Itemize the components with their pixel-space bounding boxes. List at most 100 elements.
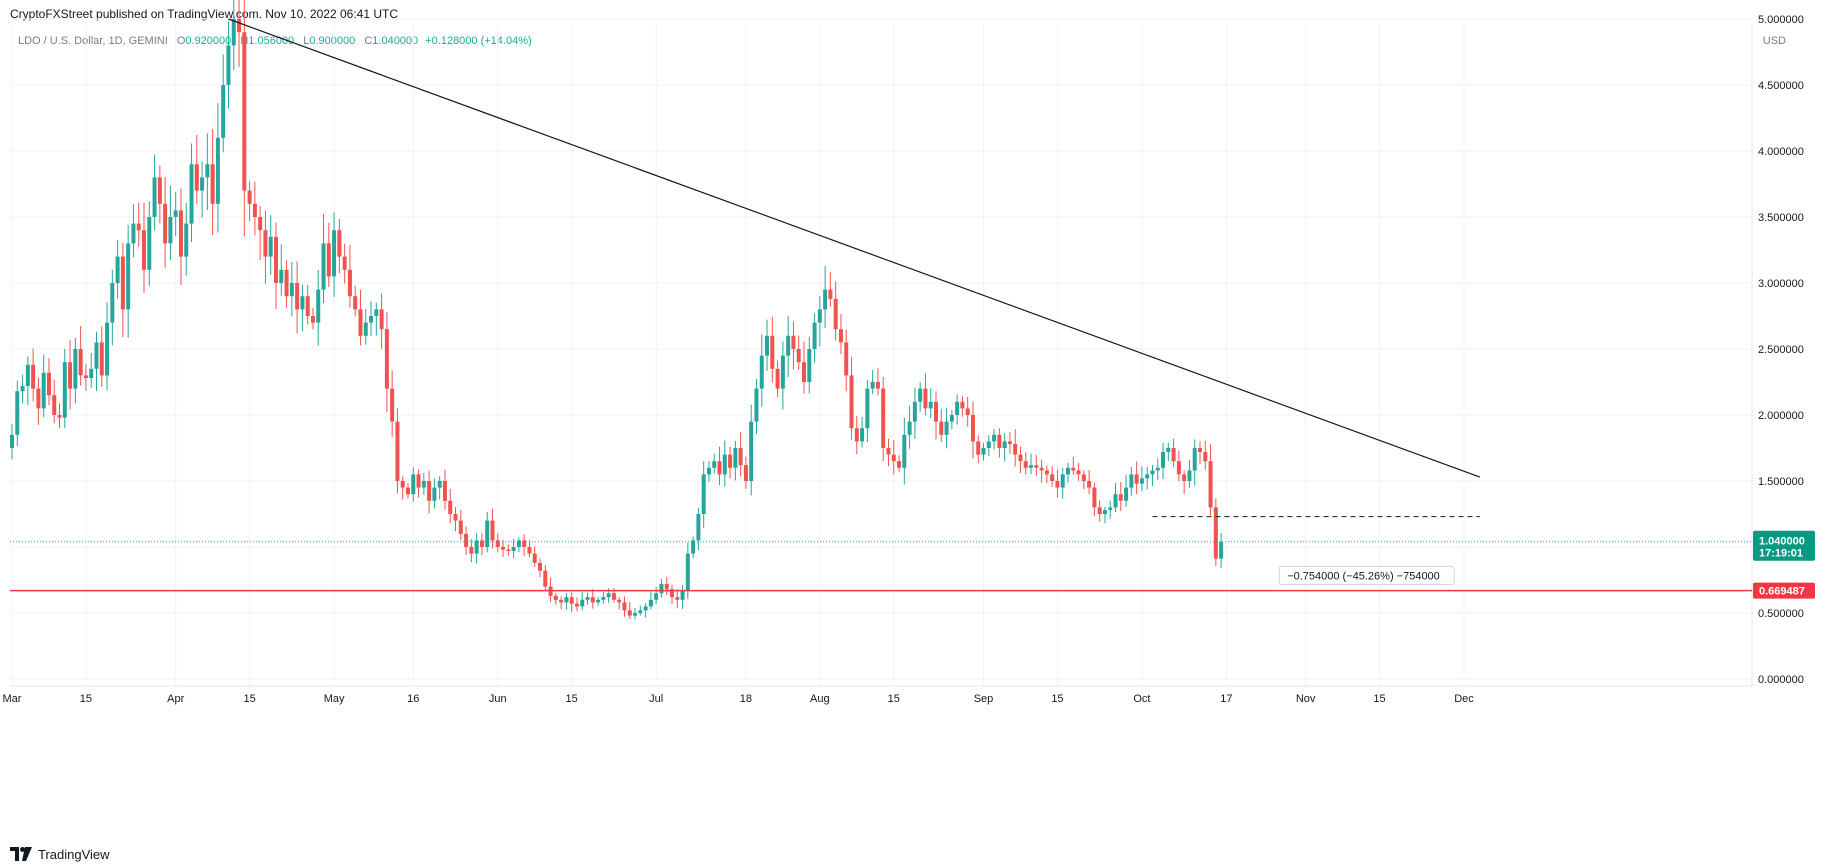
candle-body <box>1145 474 1150 479</box>
candle-body <box>854 428 859 442</box>
candle-body <box>622 602 627 611</box>
candle-body <box>184 223 189 257</box>
candle-body <box>1134 474 1139 484</box>
candle-body <box>221 85 226 138</box>
candle-body <box>664 583 669 590</box>
change-value: +0.128000 (+14.04%) <box>425 35 532 47</box>
candle-body <box>574 603 579 607</box>
candle-body <box>701 474 706 514</box>
candle-body <box>765 335 770 356</box>
candle-body <box>1029 465 1034 468</box>
support-price-tag <box>1753 582 1815 599</box>
candle-body <box>1044 470 1049 475</box>
candle-body <box>205 164 210 178</box>
candle-body <box>1150 470 1155 475</box>
candle-body <box>1219 541 1224 559</box>
candle-body <box>580 599 585 607</box>
low-value: 0.900000 <box>309 35 356 47</box>
candle-body <box>363 322 368 336</box>
candle-body <box>247 190 252 204</box>
x-tick-label: May <box>324 693 345 705</box>
candle-body <box>860 428 865 442</box>
candle-body <box>934 401 938 422</box>
y-tick-label: 3.500000 <box>1758 212 1804 224</box>
candle-body <box>36 388 41 409</box>
candle-body <box>553 595 558 600</box>
candle-body <box>1097 507 1102 514</box>
candle-body <box>406 487 410 495</box>
candle-body <box>897 461 902 468</box>
candle-body <box>1066 467 1070 475</box>
candle-body <box>907 421 912 435</box>
tradingview-footer[interactable]: TradingView <box>10 843 110 865</box>
x-tick-label: Sep <box>974 693 994 705</box>
candle-body <box>1155 467 1160 471</box>
candle-body <box>1198 448 1202 452</box>
x-tick-label: Nov <box>1296 693 1316 705</box>
candle-body <box>379 309 384 330</box>
x-tick-label: 15 <box>80 693 92 705</box>
candle-body <box>891 454 896 462</box>
candle-body <box>1161 451 1166 468</box>
candle-body <box>717 461 722 475</box>
candle-body <box>617 599 622 603</box>
candle-body <box>511 547 516 551</box>
candle-body <box>1007 441 1012 445</box>
candle-body <box>226 45 231 85</box>
candle-body <box>828 289 833 299</box>
candle-body <box>1139 478 1144 484</box>
candle-body <box>986 441 991 448</box>
candle-body <box>807 349 812 382</box>
candle-body <box>722 454 727 475</box>
candle-body <box>817 309 822 323</box>
candle-body <box>358 309 363 336</box>
candle-body <box>157 177 162 204</box>
y-tick-label: 4.500000 <box>1758 80 1804 92</box>
candle-body <box>1108 507 1113 511</box>
candle-body <box>564 597 569 603</box>
candle-body <box>1023 461 1028 468</box>
x-tick-label: 15 <box>243 693 255 705</box>
symbol-title[interactable]: LDO / U.S. Dollar, 1D, GEMINI <box>18 35 168 47</box>
candle-body <box>691 540 696 554</box>
candle-body <box>1092 487 1097 508</box>
candle-body <box>295 283 300 310</box>
candle-body <box>675 597 680 600</box>
tradingview-logo-icon <box>10 847 32 861</box>
candle-body <box>596 599 601 603</box>
candle-body <box>1124 487 1129 501</box>
candle-body <box>442 481 447 501</box>
candle-body <box>886 448 891 455</box>
currency-label: USD <box>1762 35 1786 47</box>
candle-body <box>791 335 796 349</box>
x-tick-label: Apr <box>167 693 184 705</box>
candle-body <box>289 283 294 297</box>
candle-body <box>1213 507 1218 559</box>
y-tick-label: 2.000000 <box>1758 410 1804 422</box>
candle-body <box>865 388 870 429</box>
candle-body <box>627 610 632 616</box>
candle-body <box>1050 474 1055 481</box>
candle-body <box>131 223 136 244</box>
candle-body <box>99 342 104 376</box>
candle-body <box>458 520 463 534</box>
candle-body <box>870 382 875 389</box>
candle-body <box>786 335 791 356</box>
last-price-countdown: 17:19:01 <box>1759 548 1803 560</box>
y-tick-label: 4.000000 <box>1758 146 1804 158</box>
candle-body <box>1060 474 1065 488</box>
candle-body <box>875 382 880 389</box>
y-tick-label: 0.000000 <box>1758 674 1804 686</box>
candle-body <box>770 335 775 369</box>
x-tick-label: Jun <box>489 693 507 705</box>
candle-body <box>590 597 595 603</box>
candle-body <box>1002 441 1007 448</box>
candle-body <box>395 421 400 481</box>
candle-body <box>78 349 83 376</box>
candle-body <box>369 316 374 323</box>
candle-body <box>1171 448 1176 462</box>
candle-body <box>912 401 917 422</box>
candle-body <box>569 597 574 604</box>
last-price-tag <box>1753 530 1815 561</box>
